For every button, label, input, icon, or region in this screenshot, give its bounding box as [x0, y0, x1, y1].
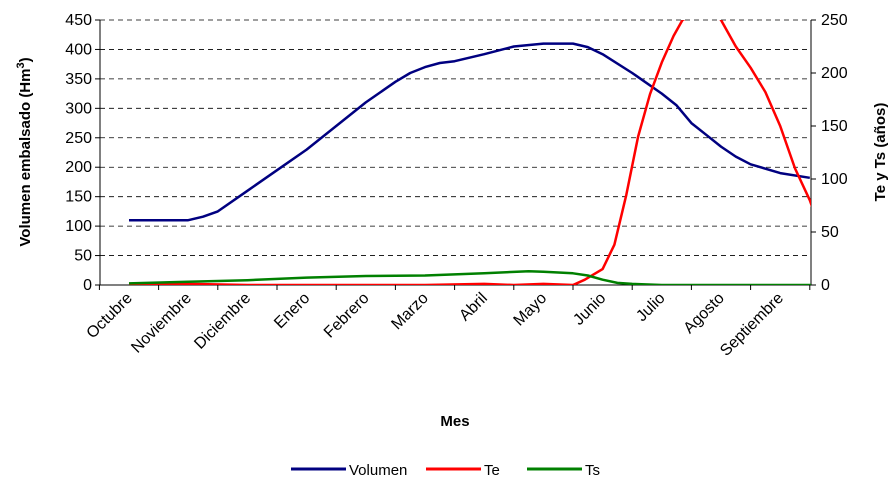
legend: Volumen Te Ts: [291, 462, 600, 479]
x-axis-title: Mes: [440, 413, 469, 430]
left-tick-label: 450: [65, 12, 92, 29]
left-tick-label: 200: [65, 159, 92, 176]
series-lines: [128, 20, 811, 285]
left-tick-label: 50: [74, 248, 92, 265]
right-tick-label: 250: [821, 12, 848, 29]
right-axis-title: Te y Ts (años): [872, 103, 889, 202]
x-tick-label: Julio: [633, 290, 668, 325]
x-tick-label: Mayo: [511, 290, 551, 330]
x-tick-label: Marzo: [388, 290, 432, 334]
x-tick-label: Junio: [570, 290, 609, 329]
gridlines: [100, 19, 811, 256]
x-tick-label: Agosto: [681, 290, 728, 337]
legend-label-te: Te: [484, 462, 500, 479]
left-tick-label: 150: [65, 189, 92, 206]
left-tick-label: 400: [65, 41, 92, 58]
series-line-volumen: [129, 42, 810, 222]
series-line-ts: [128, 269, 811, 285]
left-axis-ticks: 0 50 100 150 200 250 300 350 400 450: [65, 12, 100, 294]
x-tick-label: Abril: [456, 290, 491, 325]
right-tick-label: 150: [821, 118, 848, 135]
x-tick-label: Febrero: [321, 290, 373, 342]
left-tick-label: 100: [65, 218, 92, 235]
x-tick-label: Octubre: [84, 290, 136, 342]
series-line-te: [128, 20, 811, 285]
right-axis-ticks: 0 50 100 150 200 250: [811, 12, 848, 294]
left-tick-label: 0: [83, 277, 92, 294]
right-tick-label: 0: [821, 277, 830, 294]
left-axis-title-sup: 3: [15, 62, 27, 68]
right-tick-label: 100: [821, 171, 848, 188]
left-tick-label: 250: [65, 130, 92, 147]
left-tick-label: 300: [65, 100, 92, 117]
left-axis-title-end: ): [17, 57, 34, 62]
left-axis-title-main: Volumen embalsado (Hm: [17, 69, 34, 247]
x-tick-label: Noviembre: [128, 290, 195, 357]
right-tick-label: 50: [821, 224, 839, 241]
legend-label-volumen: Volumen: [349, 462, 407, 479]
x-tick-label: Enero: [271, 290, 313, 332]
x-tick-label: Diciembre: [191, 290, 254, 353]
x-tick-label: Septiembre: [717, 290, 787, 360]
right-tick-label: 200: [821, 65, 848, 82]
left-tick-label: 350: [65, 71, 92, 88]
left-axis-title: Volumen embalsado (Hm3): [15, 57, 34, 246]
legend-label-ts: Ts: [585, 462, 600, 479]
